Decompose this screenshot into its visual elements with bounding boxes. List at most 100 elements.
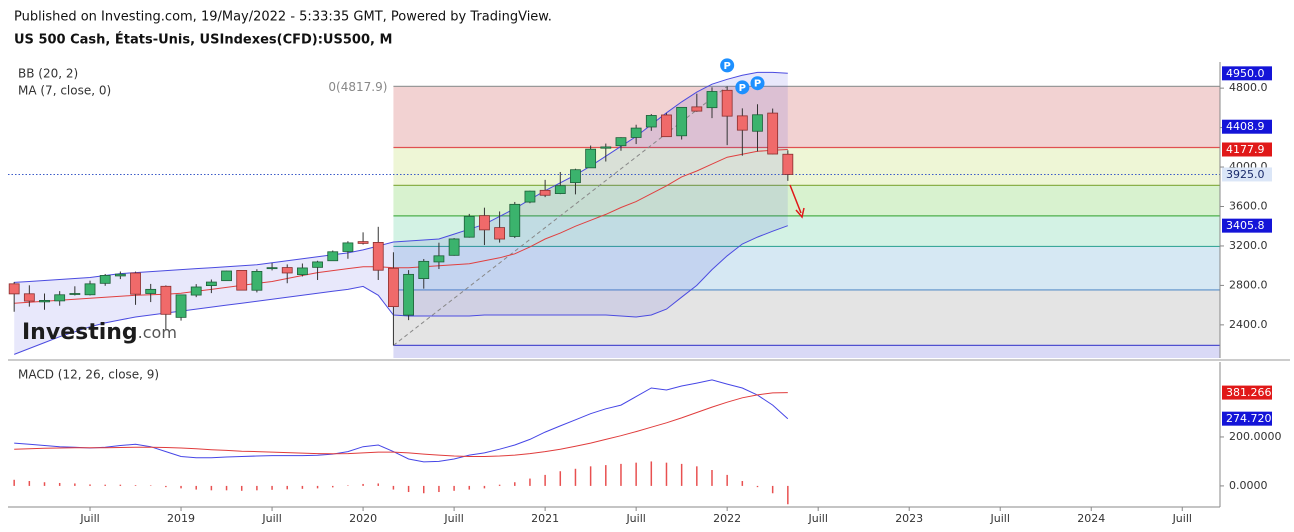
x-tick-label: Juill: [807, 512, 827, 525]
candle-body: [524, 190, 536, 203]
candle-body: [251, 270, 263, 291]
pivot-label: P: [739, 83, 746, 94]
x-tick-label: Juill: [1172, 512, 1192, 525]
x-tick-label: Juill: [261, 512, 281, 525]
candle-body: [736, 115, 748, 131]
price-label-box: [1222, 218, 1272, 233]
x-tick-label: 2022: [713, 512, 741, 525]
x-tick-label: 2019: [167, 512, 195, 525]
pivot-label: P: [754, 79, 761, 90]
indicator-label: BB (20, 2): [18, 67, 78, 81]
candle-body: [281, 267, 293, 274]
candle-body: [99, 275, 111, 284]
candle-body: [600, 146, 612, 149]
candle-body: [69, 293, 81, 295]
candle-body: [145, 288, 157, 294]
candle-body: [433, 255, 445, 263]
header-subtitle: US 500 Cash, États-Unis, USIndexes(CFD):…: [14, 32, 392, 48]
candle-body: [767, 112, 779, 155]
fib-zone-bottom: [393, 345, 1220, 358]
price-label-box: [1222, 385, 1272, 400]
macd-line: [14, 392, 788, 457]
candle-body: [372, 242, 384, 271]
x-tick-label: 2023: [895, 512, 923, 525]
candle-body: [782, 153, 794, 175]
band-line: [14, 71, 788, 283]
candle-body: [494, 227, 506, 240]
plot-layer: 0(4817.9)PP P2400.02800.03200.03600.04000…: [8, 58, 1290, 525]
y-tick-label: 0.0000: [1229, 479, 1268, 492]
candle-body: [175, 294, 187, 318]
price-label: 3925.0: [1226, 168, 1265, 181]
candle-body: [84, 283, 96, 296]
candle-body: [691, 106, 703, 112]
fib-zone: [393, 86, 1220, 148]
candle-body: [221, 270, 232, 282]
pivot-label: P: [723, 61, 730, 72]
price-label-box: [1222, 119, 1272, 134]
price-label-box: [1222, 167, 1272, 182]
candle-body: [539, 189, 551, 196]
fib-zone: [393, 215, 1220, 247]
candle-body: [190, 286, 202, 296]
candle-body: [418, 260, 430, 279]
candle-body: [585, 148, 597, 169]
candle-body: [296, 267, 308, 276]
candle-body: [615, 137, 627, 147]
candle-body: [570, 169, 581, 184]
price-label: 4177.9: [1226, 143, 1265, 156]
candle-body: [160, 285, 172, 315]
x-tick-label: 2024: [1077, 512, 1105, 525]
macd-title: MACD (12, 26, close, 9): [18, 368, 159, 382]
price-label-box: [1222, 142, 1272, 157]
fib-zone: [393, 147, 1220, 186]
candle-body: [312, 261, 323, 268]
candle-body: [388, 267, 399, 308]
candle-body: [554, 185, 566, 194]
candle-body: [463, 215, 475, 238]
candle-body: [327, 251, 339, 262]
x-tick-label: 2021: [531, 512, 559, 525]
candle-body: [54, 294, 66, 302]
candle-body: [509, 203, 521, 237]
candle-body: [39, 299, 50, 303]
candle-body: [23, 293, 35, 302]
candle-body: [266, 267, 278, 270]
fib-zone: [393, 289, 1220, 346]
candle-body: [403, 273, 414, 316]
indicator-label: MA (7, close, 0): [18, 84, 111, 98]
candle-body: [448, 238, 460, 256]
y-tick-label: 3600.0: [1229, 199, 1268, 212]
annotation-arrow-head: [795, 207, 805, 219]
y-tick-label: 3200.0: [1229, 239, 1268, 252]
price-label: 4408.9: [1226, 120, 1265, 133]
candle-body: [236, 270, 248, 291]
candle-body: [479, 215, 490, 231]
x-tick-label: Juill: [625, 512, 645, 525]
candle-body: [205, 281, 217, 287]
logo-name: Investing: [22, 320, 138, 345]
x-tick-label: Juill: [990, 512, 1010, 525]
x-tick-label: Juill: [79, 512, 99, 525]
x-tick-label: 2020: [349, 512, 377, 525]
logo-suffix: .com: [138, 323, 177, 342]
price-label: 274.7202: [1226, 412, 1279, 425]
price-label-box: [1222, 66, 1272, 81]
annotation-arrow: [789, 184, 802, 214]
candle-body: [645, 115, 657, 128]
header-title: Published on Investing.com, 19/May/2022 …: [14, 10, 552, 25]
logo: Investing.com: [22, 320, 177, 345]
y-tick-label: 200.0000: [1229, 430, 1282, 443]
band-line: [14, 225, 788, 355]
candle-body: [661, 114, 672, 138]
band-line: [14, 149, 788, 304]
candle-body: [130, 272, 141, 295]
candle-body: [721, 89, 733, 117]
pivot-marker: [750, 76, 765, 91]
y-tick-label: 2400.0: [1229, 318, 1268, 331]
candle-body: [676, 106, 688, 137]
price-label: 381.2663: [1226, 386, 1279, 399]
candle-body: [752, 114, 763, 132]
x-tick-label: Juill: [443, 512, 463, 525]
